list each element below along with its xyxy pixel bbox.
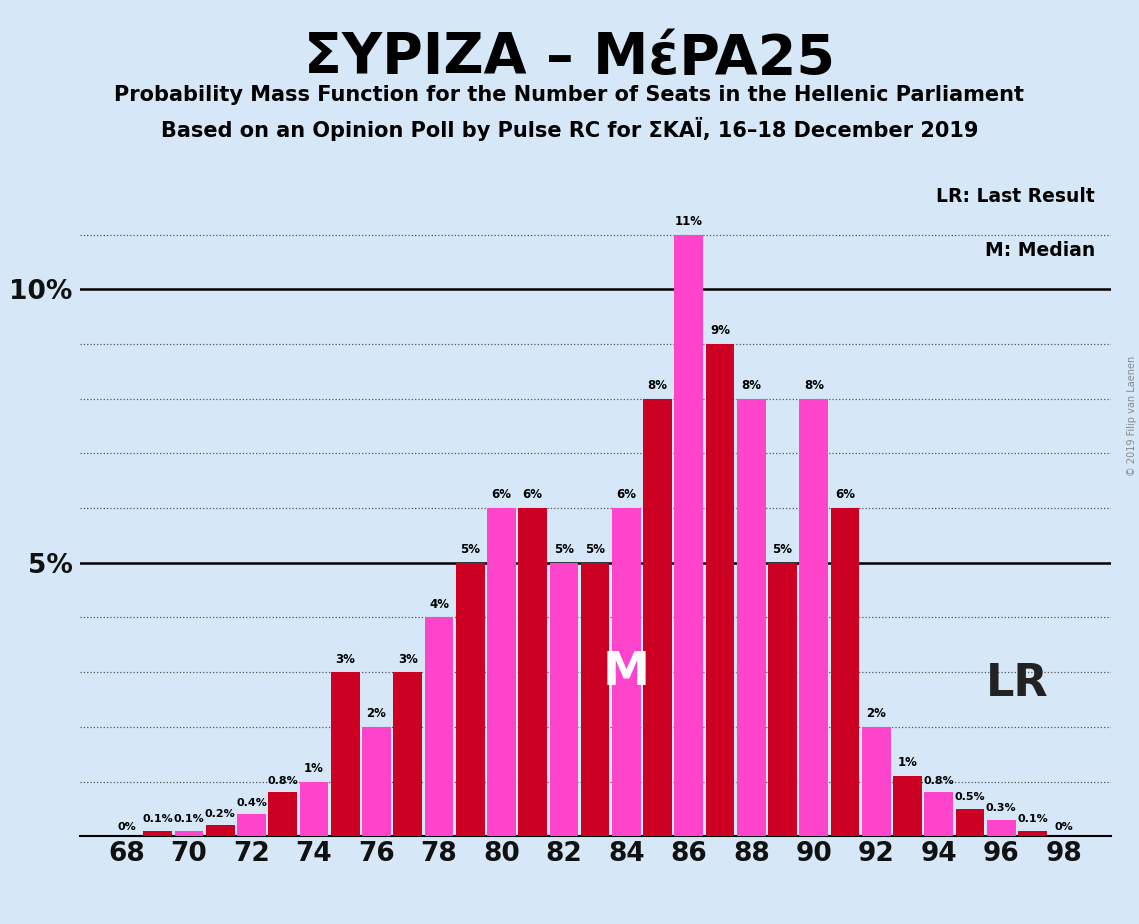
Text: 6%: 6% <box>523 489 542 502</box>
Text: 0.8%: 0.8% <box>268 776 298 786</box>
Text: 8%: 8% <box>648 379 667 392</box>
Text: 0%: 0% <box>1055 821 1073 832</box>
Bar <box>1018 831 1047 836</box>
Text: 4%: 4% <box>429 598 449 611</box>
Bar <box>925 793 953 836</box>
Bar <box>237 814 265 836</box>
Text: LR: LR <box>985 662 1048 705</box>
Bar <box>830 508 860 836</box>
Text: 5%: 5% <box>460 543 481 556</box>
Text: Based on an Opinion Poll by Pulse RC for ΣΚΑΪ, 16–18 December 2019: Based on an Opinion Poll by Pulse RC for… <box>161 117 978 141</box>
Text: 0.1%: 0.1% <box>142 814 173 824</box>
Bar <box>144 831 172 836</box>
Text: 0.8%: 0.8% <box>924 776 954 786</box>
Text: 6%: 6% <box>491 489 511 502</box>
Bar <box>644 398 672 836</box>
Bar <box>956 808 984 836</box>
Bar <box>674 235 703 836</box>
Text: 3%: 3% <box>335 652 355 665</box>
Bar <box>549 563 579 836</box>
Text: M: Median: M: Median <box>985 241 1095 261</box>
Text: 11%: 11% <box>674 215 703 228</box>
Text: 0%: 0% <box>117 821 136 832</box>
Text: 2%: 2% <box>867 707 886 720</box>
Text: 3%: 3% <box>398 652 418 665</box>
Text: 0.2%: 0.2% <box>205 808 236 819</box>
Bar <box>800 398 828 836</box>
Bar <box>893 776 921 836</box>
Text: LR: Last Result: LR: Last Result <box>936 187 1095 206</box>
Text: 5%: 5% <box>772 543 793 556</box>
Text: 0.4%: 0.4% <box>236 797 267 808</box>
Bar <box>362 727 391 836</box>
Text: M: M <box>603 650 650 695</box>
Bar <box>581 563 609 836</box>
Text: 0.3%: 0.3% <box>986 803 1016 813</box>
Bar <box>456 563 484 836</box>
Bar <box>300 782 328 836</box>
Bar <box>612 508 641 836</box>
Text: © 2019 Filip van Laenen: © 2019 Filip van Laenen <box>1126 356 1137 476</box>
Bar <box>269 793 297 836</box>
Bar <box>174 831 204 836</box>
Bar <box>393 672 423 836</box>
Text: 5%: 5% <box>585 543 605 556</box>
Bar <box>206 825 235 836</box>
Text: 8%: 8% <box>741 379 761 392</box>
Bar <box>737 398 765 836</box>
Text: 2%: 2% <box>367 707 386 720</box>
Text: 1%: 1% <box>898 757 917 770</box>
Text: 0.5%: 0.5% <box>954 792 985 802</box>
Text: 6%: 6% <box>835 489 855 502</box>
Bar <box>425 617 453 836</box>
Text: 9%: 9% <box>710 324 730 337</box>
Bar <box>706 344 735 836</box>
Text: 0.1%: 0.1% <box>1017 814 1048 824</box>
Bar <box>862 727 891 836</box>
Text: 8%: 8% <box>804 379 823 392</box>
Text: Probability Mass Function for the Number of Seats in the Hellenic Parliament: Probability Mass Function for the Number… <box>115 85 1024 105</box>
Bar <box>986 820 1016 836</box>
Text: 0.1%: 0.1% <box>173 814 204 824</box>
Bar <box>487 508 516 836</box>
Text: 6%: 6% <box>616 489 637 502</box>
Bar <box>518 508 547 836</box>
Text: 1%: 1% <box>304 762 323 775</box>
Bar <box>330 672 360 836</box>
Text: ΣΥΡΙΖΑ – ΜέPA25: ΣΥΡΙΖΑ – ΜέPA25 <box>304 32 835 86</box>
Bar <box>768 563 797 836</box>
Text: 5%: 5% <box>554 543 574 556</box>
